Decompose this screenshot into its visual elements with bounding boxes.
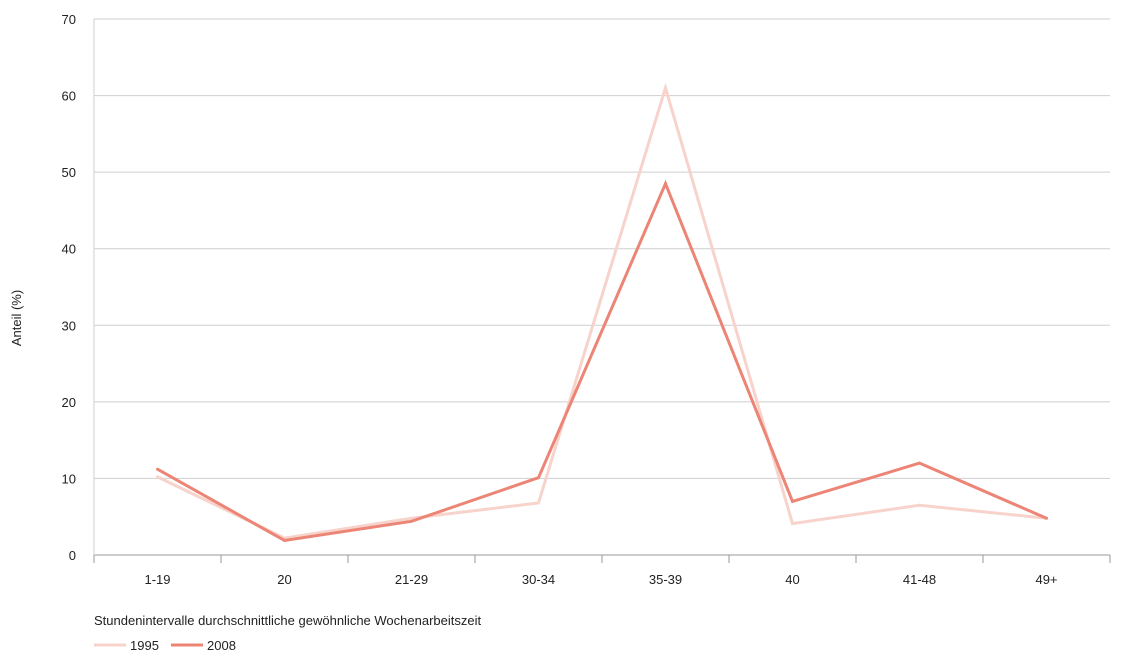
- legend-label-1995: 1995: [130, 638, 159, 653]
- data-point-1995: [664, 86, 667, 90]
- y-tick-label: 70: [62, 12, 76, 27]
- data-point-2008: [283, 538, 286, 542]
- series-line-1995: [156, 82, 1047, 540]
- series-line-2008: [156, 179, 1048, 543]
- y-tick-label: 40: [62, 242, 76, 257]
- data-point-2008: [1045, 516, 1048, 520]
- x-tick-label: 20: [277, 572, 291, 587]
- series-lines: [156, 82, 1048, 543]
- x-tick-label: 40: [785, 572, 799, 587]
- x-tick-label: 35-39: [649, 572, 682, 587]
- x-axis-label: Stundenintervalle durchschnittliche gewö…: [94, 613, 481, 628]
- y-tick-label: 50: [62, 165, 76, 180]
- data-point-1995: [156, 475, 159, 479]
- data-point-1995: [537, 501, 540, 505]
- x-tick-label: 1-19: [144, 572, 170, 587]
- x-tick-label: 30-34: [522, 572, 555, 587]
- gridlines: [93, 18, 1110, 556]
- y-tick-label: 0: [69, 548, 76, 563]
- data-point-1995: [410, 516, 413, 520]
- data-point-2008: [537, 476, 540, 480]
- y-axis-ticks: 0 10 20 30 40 50 60 70: [62, 12, 76, 563]
- x-tick-label: 21-29: [395, 572, 428, 587]
- y-tick-label: 60: [62, 89, 76, 104]
- y-tick-label: 10: [62, 471, 76, 486]
- x-axis: 1-19 20 21-29 30-34 35-39 40 41-48 49+: [93, 555, 1111, 587]
- y-tick-label: 30: [62, 318, 76, 333]
- data-point-2008: [791, 499, 794, 503]
- data-point-2008: [410, 519, 413, 523]
- data-point-2008: [918, 461, 921, 465]
- data-point-2008: [664, 182, 667, 186]
- data-point-2008: [156, 467, 159, 471]
- x-tick-label: 41-48: [903, 572, 936, 587]
- data-point-1995: [918, 503, 921, 507]
- data-point-1995: [791, 522, 794, 526]
- x-tick-label: 49+: [1035, 572, 1057, 587]
- legend-label-2008: 2008: [207, 638, 236, 653]
- y-axis-label: Anteil (%): [9, 290, 24, 346]
- y-tick-label: 20: [62, 395, 76, 410]
- legend: 1995 2008: [94, 638, 236, 653]
